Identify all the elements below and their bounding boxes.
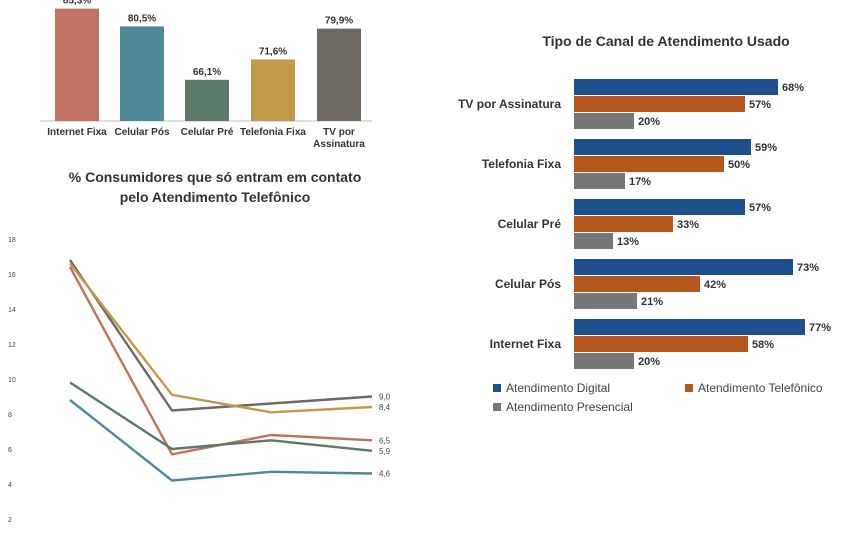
y-tick-label: 16	[8, 272, 16, 279]
bar-2	[185, 79, 229, 121]
line-series-0	[69, 259, 373, 412]
legend-label: Atendimento Presencial	[506, 400, 633, 414]
category-label: TV por Assinatura	[458, 97, 561, 111]
hbar-2	[574, 353, 634, 369]
y-tick-label: 8	[8, 412, 12, 419]
bar-value-label: 80,5%	[128, 13, 156, 24]
legend-swatch	[685, 384, 693, 392]
bar-category-label: Celular Pré	[181, 127, 234, 138]
hbar-0	[574, 139, 751, 155]
bar-category-label: Celular Pós	[114, 127, 169, 138]
bar-0	[55, 8, 99, 122]
bar-value-label: 66,1%	[193, 67, 221, 78]
hbar-value-label: 57%	[749, 99, 771, 111]
hbar-value-label: 20%	[638, 356, 660, 368]
bar-value-label: 79,9%	[325, 16, 353, 27]
y-tick-label: 6	[8, 447, 12, 454]
hbar-value-label: 33%	[677, 219, 699, 231]
hbar-2	[574, 233, 613, 249]
y-tick-label: 4	[8, 482, 12, 489]
hbar-value-label: 77%	[809, 322, 831, 334]
category-label: Internet Fixa	[490, 337, 562, 351]
line-end-label: 9,0	[379, 393, 391, 402]
line-chart-title-line-1: % Consumidores que só entram em contato	[69, 169, 362, 185]
bar-4	[317, 28, 361, 122]
line-series-3	[69, 381, 373, 452]
y-tick-label: 10	[8, 377, 16, 384]
legend-swatch	[493, 384, 501, 392]
hbar-value-label: 20%	[638, 116, 660, 128]
hbar-1	[574, 336, 748, 352]
hbar-value-label: 73%	[797, 262, 819, 274]
hbar-0	[574, 259, 793, 275]
hbar-1	[574, 96, 745, 112]
hbar-2	[574, 113, 634, 129]
y-tick-label: 14	[8, 307, 16, 314]
bar-value-label: 71,6%	[259, 46, 287, 57]
satisfaction-bar-chart: 85,3% Internet Fixa 80,5% Celular Pós 66,1% C…	[40, 0, 372, 150]
bar-3	[251, 59, 295, 121]
phone-only-line-chart: % Consumidores que só entram em contato …	[8, 169, 391, 524]
hbar-value-label: 59%	[755, 142, 777, 154]
hbar-value-label: 13%	[617, 236, 639, 248]
line-end-label: 6,5	[379, 436, 391, 445]
channel-chart-title: Tipo de Canal de Atendimento Usado	[542, 33, 789, 49]
line-end-label: 4,6	[379, 470, 391, 479]
hbar-value-label: 21%	[641, 296, 663, 308]
bar-value-label: 85,3%	[63, 0, 91, 7]
y-tick-label: 18	[8, 237, 16, 244]
hbar-2	[574, 293, 637, 309]
line-series-4	[69, 399, 373, 482]
y-tick-label: 12	[8, 342, 16, 349]
category-label: Celular Pré	[498, 217, 562, 231]
legend-label: Atendimento Digital	[506, 381, 610, 395]
bar-1	[120, 26, 164, 121]
hbar-value-label: 17%	[629, 176, 651, 188]
hbar-1	[574, 216, 673, 232]
hbar-0	[574, 319, 805, 335]
bar-category-label: TV por	[323, 127, 355, 138]
line-series-2	[68, 266, 373, 456]
hbar-value-label: 42%	[704, 279, 726, 291]
bar-category-label: Internet Fixa	[47, 127, 107, 138]
bar-category-label: Telefonia Fixa	[240, 127, 306, 138]
hbar-0	[574, 199, 745, 215]
hbar-value-label: 57%	[749, 202, 771, 214]
hbar-2	[574, 173, 625, 189]
hbar-0	[574, 79, 778, 95]
hbar-value-label: 68%	[782, 82, 804, 94]
hbar-1	[574, 156, 724, 172]
category-label: Telefonia Fixa	[482, 157, 561, 171]
legend-swatch	[493, 403, 501, 411]
hbar-value-label: 50%	[728, 159, 750, 171]
category-label: Celular Pós	[495, 277, 561, 291]
channel-usage-bar-chart: Tipo de Canal de Atendimento Usado TV po…	[458, 33, 831, 414]
y-tick-label: 2	[8, 517, 12, 524]
line-series-1	[69, 262, 373, 414]
line-end-label: 5,9	[379, 447, 391, 456]
hbar-value-label: 58%	[752, 339, 774, 351]
bar-category-label: Assinatura	[313, 139, 365, 150]
legend-label: Atendimento Telefônico	[698, 381, 823, 395]
line-end-label: 8,4	[379, 403, 391, 412]
line-chart-title-line-2: pelo Atendimento Telefônico	[120, 189, 311, 205]
hbar-1	[574, 276, 700, 292]
